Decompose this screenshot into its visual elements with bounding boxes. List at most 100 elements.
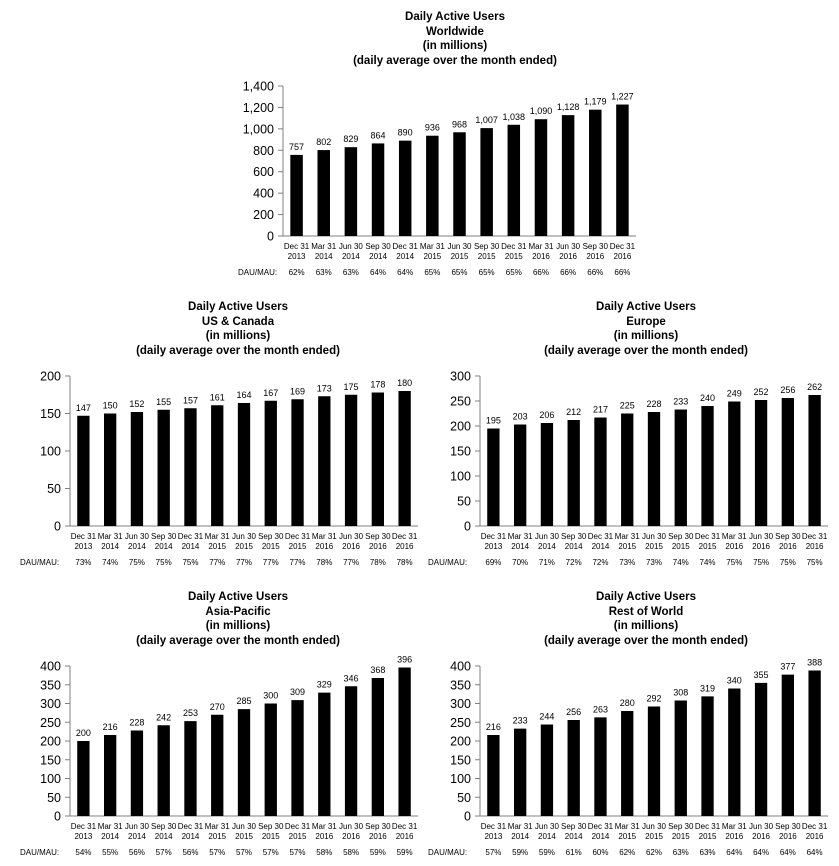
x-tick-label-year: 2015 — [478, 252, 496, 261]
x-tick-label-year: 2016 — [532, 252, 550, 261]
bar — [237, 403, 251, 526]
x-tick-label-year: 2013 — [74, 542, 92, 551]
dau-mau-value: 63% — [700, 848, 716, 857]
x-tick-label: Mar 31 — [420, 242, 445, 251]
bar — [480, 128, 493, 236]
data-label: 242 — [156, 712, 171, 722]
bar — [318, 396, 331, 526]
x-tick-label: Mar 31 — [508, 532, 533, 541]
x-tick-label: Dec 31 — [71, 822, 97, 831]
bar — [589, 109, 602, 236]
data-label: 216 — [103, 722, 118, 732]
asia-pacific-title: Daily Active Users Asia-Pacific (in mill… — [103, 590, 373, 648]
x-tick-label-year: 2016 — [315, 542, 333, 551]
data-label: 346 — [344, 673, 359, 683]
dau-mau-value: 55% — [102, 848, 118, 857]
bar — [344, 394, 358, 526]
data-label: 308 — [673, 688, 688, 698]
worldwide-title: Daily Active Users Worldwide (in million… — [320, 10, 590, 68]
x-tick-label-year: 2016 — [396, 832, 414, 841]
dau-mau-value: 59% — [397, 848, 413, 857]
y-tick-label: 200 — [253, 208, 274, 222]
data-label: 968 — [452, 119, 467, 129]
x-tick-label: Dec 31 — [588, 532, 614, 541]
y-tick-label: 300 — [450, 370, 471, 384]
data-label: 212 — [566, 407, 581, 417]
x-tick-label: Jun 30 — [642, 822, 667, 831]
x-tick-label-year: 2013 — [288, 252, 306, 261]
data-label: 216 — [486, 722, 501, 732]
bar — [211, 714, 224, 816]
y-tick-label: 50 — [457, 791, 471, 805]
us-canada-title: Daily Active Users US & Canada (in milli… — [103, 300, 373, 358]
data-label: 329 — [317, 680, 332, 690]
bar — [398, 140, 412, 236]
x-tick-label: Mar 31 — [205, 532, 230, 541]
dau-mau-value: 60% — [592, 848, 608, 857]
dau-mau-value: 64% — [370, 268, 386, 277]
y-tick-label: 100 — [450, 772, 471, 786]
x-tick-label-year: 2016 — [806, 832, 824, 841]
subtitle-line: Asia-Pacific — [205, 605, 271, 618]
dau-mau-value: 61% — [566, 848, 582, 857]
x-tick-label: Dec 31 — [178, 532, 204, 541]
y-tick-label: 100 — [40, 445, 61, 459]
dau-mau-value: 65% — [424, 268, 440, 277]
x-tick-label-year: 2016 — [586, 252, 604, 261]
bar — [567, 720, 580, 816]
dau-mau-value: 58% — [316, 848, 332, 857]
dau-mau-value: 78% — [370, 558, 386, 567]
dau-mau-value: 64% — [726, 848, 742, 857]
x-tick-label: Mar 31 — [312, 822, 337, 831]
data-label: 1,227 — [611, 92, 634, 102]
data-label: 217 — [593, 405, 608, 415]
data-label: 1,038 — [503, 112, 526, 122]
data-label: 262 — [807, 382, 822, 392]
bar — [674, 700, 687, 816]
dau-mau-value: 72% — [566, 558, 582, 567]
y-tick-label: 50 — [47, 482, 61, 496]
x-tick-label: Dec 31 — [481, 822, 507, 831]
x-tick-label: Mar 31 — [312, 532, 337, 541]
y-tick-label: 600 — [253, 165, 274, 179]
x-tick-label-year: 2014 — [565, 832, 583, 841]
x-tick-label: Dec 31 — [802, 532, 828, 541]
dau-mau-value: 57% — [209, 848, 225, 857]
y-tick-label: 50 — [457, 495, 471, 509]
data-label: 890 — [398, 128, 413, 138]
bar — [808, 670, 821, 816]
dau-mau-label: DAU/MAU: — [428, 848, 467, 857]
data-label: 263 — [593, 704, 608, 714]
y-tick-label: 200 — [450, 420, 471, 434]
y-tick-label: 150 — [450, 753, 471, 767]
y-tick-label: 200 — [450, 735, 471, 749]
x-tick-label: Mar 31 — [98, 822, 123, 831]
subtitle-line: Worldwide — [426, 25, 484, 38]
bar — [513, 424, 527, 526]
subtitle-line: US & Canada — [201, 315, 275, 328]
x-tick-label-year: 2016 — [559, 252, 577, 261]
data-label: 253 — [183, 708, 198, 718]
title-line: Daily Active Users — [596, 591, 696, 603]
data-label: 175 — [344, 382, 359, 392]
bar — [344, 686, 358, 816]
x-tick-label-year: 2015 — [262, 542, 280, 551]
x-tick-label-year: 2015 — [618, 832, 636, 841]
x-tick-label: Mar 31 — [615, 532, 640, 541]
bar — [237, 709, 251, 816]
data-label: 309 — [290, 687, 305, 697]
y-tick-label: 300 — [450, 697, 471, 711]
bar — [453, 132, 466, 236]
x-tick-label-year: 2015 — [505, 252, 523, 261]
x-tick-label-year: 2014 — [128, 832, 146, 841]
bar — [264, 703, 277, 816]
dau-mau-value: 75% — [129, 558, 145, 567]
x-tick-label-year: 2016 — [752, 542, 770, 551]
y-tick-label: 0 — [54, 810, 61, 824]
x-tick-label-year: 2016 — [725, 832, 743, 841]
x-tick-label: Sep 30 — [561, 532, 587, 541]
subtitle-line: (daily average over the month ended) — [544, 634, 748, 647]
dau-mau-value: 58% — [343, 848, 359, 857]
